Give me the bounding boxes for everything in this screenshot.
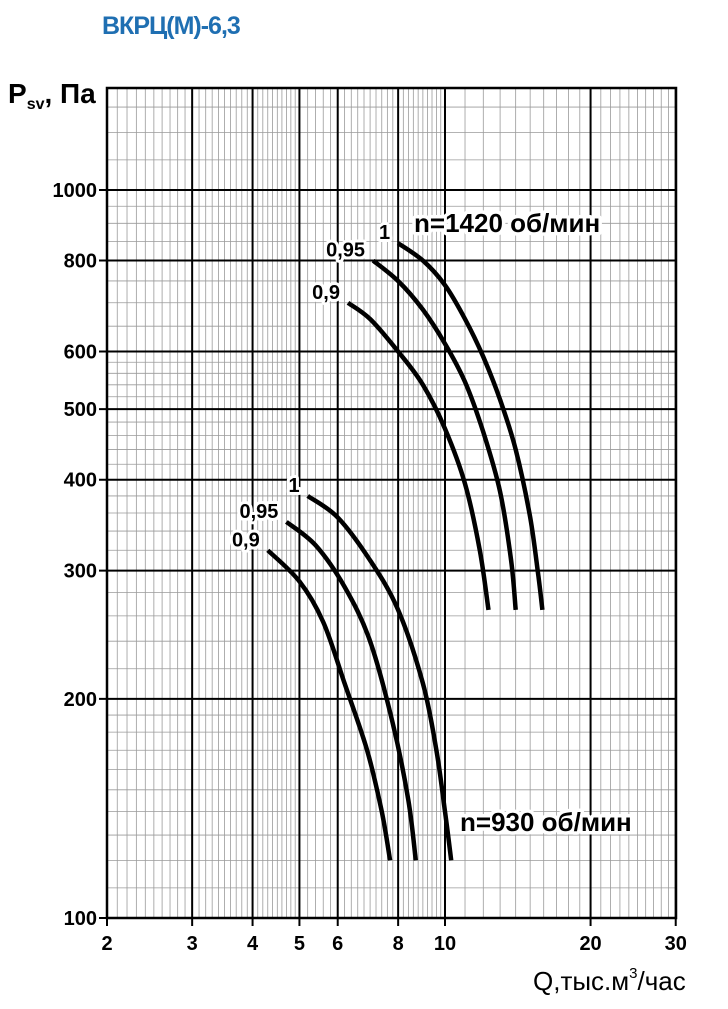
y-tick-label: 600 [64, 342, 97, 364]
y-tick-label: 200 [64, 689, 97, 711]
y-tick-label: 500 [64, 399, 97, 421]
major-grid [99, 88, 677, 926]
y-tick-label: 100 [64, 908, 97, 930]
plot-border [105, 86, 678, 920]
curve-label: 0,95 [239, 501, 278, 523]
speed-label-930: n=930 об/мин [460, 807, 632, 837]
x-tick-label: 3 [187, 933, 198, 955]
curve-labels: 1 0,95 0,9 1 0,95 0,9 [229, 219, 393, 554]
curve-label: 1 [379, 222, 390, 244]
y-axis-label-sub: sv [27, 96, 45, 113]
speed-label-1420: n=1420 об/мин [414, 208, 600, 238]
curve-n930-0-95 [284, 520, 419, 861]
x-tick-label: 30 [665, 933, 687, 955]
x-tick-label: 2 [101, 933, 112, 955]
curve-n1420-1 [396, 241, 545, 611]
x-axis-label: Q,тыс.м3/час [533, 965, 686, 996]
y-tick-label: 400 [64, 470, 97, 492]
y-tick-label: 300 [64, 561, 97, 583]
y-axis-label: Psv, Па [8, 78, 96, 113]
y-tick-label: 1000 [53, 180, 98, 202]
curve-label: 0,9 [232, 529, 260, 551]
x-tick-label: 10 [434, 933, 456, 955]
x-tick-label: 6 [332, 933, 343, 955]
y-axis-label-unit: , Па [44, 78, 96, 109]
x-tick-label: 20 [579, 933, 601, 955]
y-tick-label: 800 [64, 251, 97, 273]
plot-frame [105, 86, 678, 920]
y-tick-labels: 100 200 300 400 500 600 800 1000 [53, 180, 98, 930]
curves [266, 241, 545, 861]
y-axis-label-main: P [8, 78, 27, 109]
curve-label: 1 [289, 475, 300, 497]
curve-label: 0,9 [312, 282, 340, 304]
x-tick-labels: 2 3 4 5 6 8 10 20 30 [101, 933, 686, 955]
curve-n1420-0-9 [346, 300, 491, 611]
curve-n930-0-9 [266, 548, 393, 861]
x-tick-label: 5 [294, 933, 305, 955]
curve-label: 0,95 [326, 240, 365, 262]
x-axis-label-sup: 3 [629, 965, 637, 982]
x-axis-label-tail: /час [638, 966, 686, 996]
x-tick-label: 8 [393, 933, 404, 955]
curve-n1420-0-95 [371, 258, 518, 611]
x-axis-label-main: Q,тыс.м [533, 966, 629, 996]
page-title: ВКРЦ(М)-6,3 [102, 12, 241, 40]
x-tick-label: 4 [247, 933, 259, 955]
minor-grid [107, 88, 676, 918]
curve-n930-1 [306, 494, 454, 861]
